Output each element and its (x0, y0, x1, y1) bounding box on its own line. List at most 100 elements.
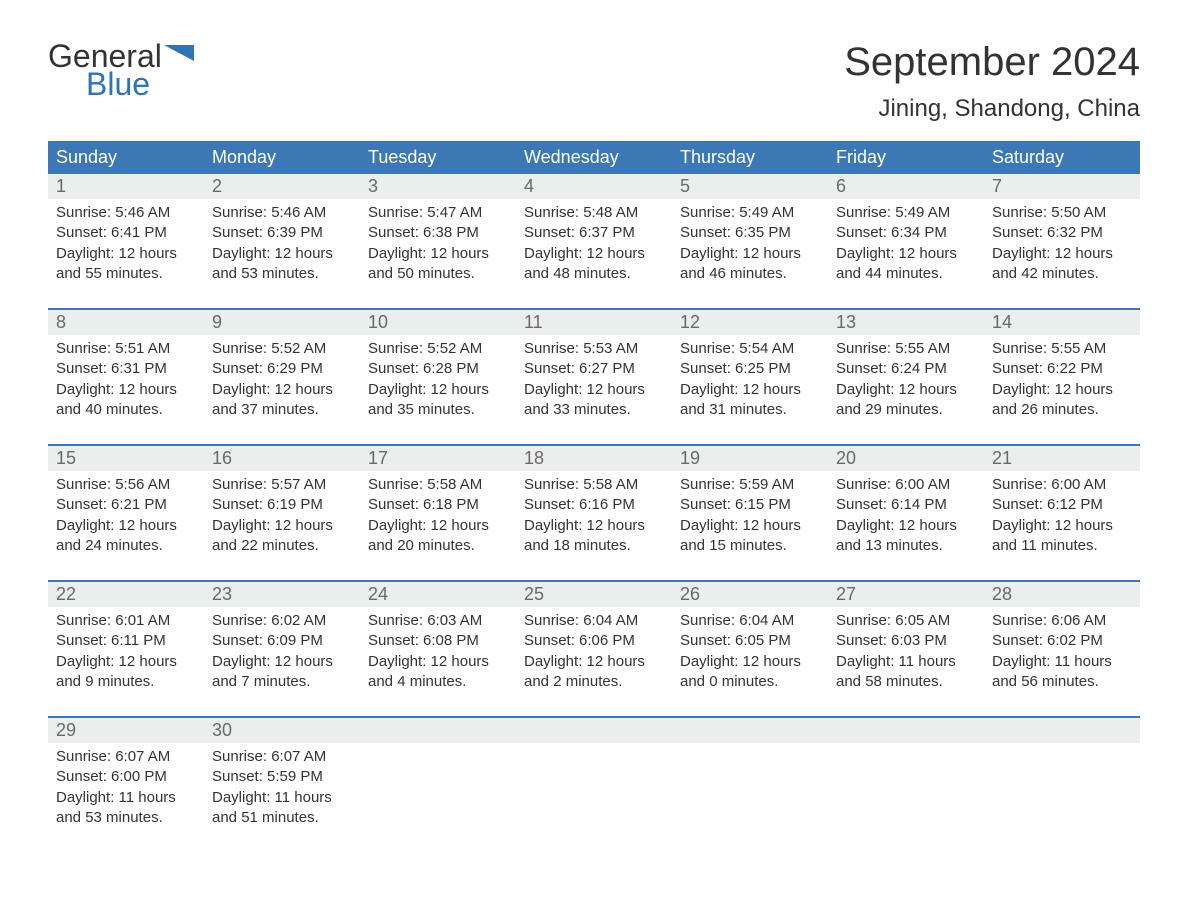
day-number: 13 (828, 310, 984, 335)
day-number: 19 (672, 446, 828, 471)
day-sunset: Sunset: 6:05 PM (680, 631, 820, 651)
day-sunset: Sunset: 6:38 PM (368, 223, 508, 243)
month-title: September 2024 (844, 40, 1140, 85)
day-d2: and 55 minutes. (56, 264, 196, 284)
day-number: 10 (360, 310, 516, 335)
day-details: Sunrise: 6:01 AMSunset: 6:11 PMDaylight:… (48, 607, 204, 692)
day-d1: Daylight: 12 hours (680, 516, 820, 536)
day-number: 12 (672, 310, 828, 335)
day-number: 16 (204, 446, 360, 471)
day-sunset: Sunset: 6:12 PM (992, 495, 1132, 515)
day-d1: Daylight: 12 hours (56, 380, 196, 400)
day-number: 29 (48, 718, 204, 743)
day-cell: 2Sunrise: 5:46 AMSunset: 6:39 PMDaylight… (204, 174, 360, 292)
day-details: Sunrise: 5:56 AMSunset: 6:21 PMDaylight:… (48, 471, 204, 556)
day-cell: 28 Sunrise: 6:06 AMSunset: 6:02 PMDayligh… (984, 582, 1140, 700)
day-cell: 11Sunrise: 5:53 AMSunset: 6:27 PMDayligh… (516, 310, 672, 428)
day-cell (516, 718, 672, 836)
day-sunrise: Sunrise: 6:00 AM (836, 475, 976, 495)
day-d2: and 46 minutes. (680, 264, 820, 284)
day-sunrise: Sunrise: 5:55 AM (836, 339, 976, 359)
day-sunrise: Sunrise: 6:06 AM (992, 611, 1132, 631)
day-sunrise: Sunrise: 6:04 AM (680, 611, 820, 631)
day-cell: 25Sunrise: 6:04 AMSunset: 6:06 PMDayligh… (516, 582, 672, 700)
day-cell: 29Sunrise: 6:07 AMSunset: 6:00 PMDayligh… (48, 718, 204, 836)
day-cell: 12Sunrise: 5:54 AMSunset: 6:25 PMDayligh… (672, 310, 828, 428)
day-details: Sunrise: 6:07 AMSunset: 6:00 PMDaylight:… (48, 743, 204, 828)
day-details: Sunrise: 6:07 AMSunset: 5:59 PMDaylight:… (204, 743, 360, 828)
day-cell: 27Sunrise: 6:05 AMSunset: 6:03 PMDayligh… (828, 582, 984, 700)
day-cell: 22Sunrise: 6:01 AMSunset: 6:11 PMDayligh… (48, 582, 204, 700)
day-sunrise: Sunrise: 6:05 AM (836, 611, 976, 631)
day-d1: Daylight: 12 hours (368, 244, 508, 264)
day-sunset: Sunset: 6:35 PM (680, 223, 820, 243)
day-cell: 3Sunrise: 5:47 AMSunset: 6:38 PMDaylight… (360, 174, 516, 292)
day-number: 28 (984, 582, 1140, 607)
day-number: 30 (204, 718, 360, 743)
day-d1: Daylight: 12 hours (680, 380, 820, 400)
day-d1: Daylight: 11 hours (992, 652, 1132, 672)
logo-text-bottom: Blue (48, 68, 194, 100)
day-d1: Daylight: 12 hours (524, 652, 664, 672)
weekday-header: Wednesday (516, 141, 672, 174)
day-d1: Daylight: 12 hours (212, 244, 352, 264)
day-d1: Daylight: 12 hours (212, 380, 352, 400)
day-d2: and 37 minutes. (212, 400, 352, 420)
day-details: Sunrise: 5:55 AMSunset: 6:22 PMDaylight:… (984, 335, 1140, 420)
day-sunset: Sunset: 6:25 PM (680, 359, 820, 379)
day-d1: Daylight: 12 hours (524, 244, 664, 264)
day-details: Sunrise: 6:04 AMSunset: 6:05 PMDaylight:… (672, 607, 828, 692)
weekday-header-row: SundayMondayTuesdayWednesdayThursdayFrid… (48, 141, 1140, 174)
day-sunrise: Sunrise: 5:55 AM (992, 339, 1132, 359)
day-d1: Daylight: 11 hours (56, 788, 196, 808)
day-d1: Daylight: 12 hours (56, 516, 196, 536)
day-number (516, 718, 672, 743)
day-number: 22 (48, 582, 204, 607)
day-d2: and 50 minutes. (368, 264, 508, 284)
day-sunrise: Sunrise: 5:59 AM (680, 475, 820, 495)
day-d2: and 29 minutes. (836, 400, 976, 420)
day-details: Sunrise: 5:58 AMSunset: 6:16 PMDaylight:… (516, 471, 672, 556)
day-d2: and 48 minutes. (524, 264, 664, 284)
day-d2: and 11 minutes. (992, 536, 1132, 556)
day-number: 26 (672, 582, 828, 607)
day-number: 23 (204, 582, 360, 607)
day-sunset: Sunset: 6:34 PM (836, 223, 976, 243)
day-details: Sunrise: 5:46 AMSunset: 6:39 PMDaylight:… (204, 199, 360, 284)
day-sunset: Sunset: 6:02 PM (992, 631, 1132, 651)
day-details: Sunrise: 5:47 AMSunset: 6:38 PMDaylight:… (360, 199, 516, 284)
day-d2: and 31 minutes. (680, 400, 820, 420)
day-d2: and 26 minutes. (992, 400, 1132, 420)
day-cell: 19Sunrise: 5:59 AMSunset: 6:15 PMDayligh… (672, 446, 828, 564)
day-d1: Daylight: 12 hours (524, 380, 664, 400)
day-d1: Daylight: 12 hours (368, 516, 508, 536)
day-cell (828, 718, 984, 836)
day-number (672, 718, 828, 743)
day-number: 11 (516, 310, 672, 335)
day-d1: Daylight: 12 hours (992, 516, 1132, 536)
day-number: 21 (984, 446, 1140, 471)
logo: General Blue (48, 40, 194, 100)
day-sunset: Sunset: 6:06 PM (524, 631, 664, 651)
day-d2: and 18 minutes. (524, 536, 664, 556)
weekday-header: Saturday (984, 141, 1140, 174)
day-d1: Daylight: 12 hours (212, 652, 352, 672)
day-sunrise: Sunrise: 5:58 AM (368, 475, 508, 495)
day-details: Sunrise: 5:58 AMSunset: 6:18 PMDaylight:… (360, 471, 516, 556)
day-d2: and 7 minutes. (212, 672, 352, 692)
day-cell: 26Sunrise: 6:04 AMSunset: 6:05 PMDayligh… (672, 582, 828, 700)
day-d2: and 58 minutes. (836, 672, 976, 692)
day-sunrise: Sunrise: 5:53 AM (524, 339, 664, 359)
day-d2: and 20 minutes. (368, 536, 508, 556)
day-details: Sunrise: 5:50 AMSunset: 6:32 PMDaylight:… (984, 199, 1140, 284)
day-d2: and 40 minutes. (56, 400, 196, 420)
day-number: 18 (516, 446, 672, 471)
week-row: 8Sunrise: 5:51 AMSunset: 6:31 PMDaylight… (48, 308, 1140, 428)
day-details: Sunrise: 6:00 AMSunset: 6:14 PMDaylight:… (828, 471, 984, 556)
day-sunset: Sunset: 6:37 PM (524, 223, 664, 243)
day-cell: 6Sunrise: 5:49 AMSunset: 6:34 PMDaylight… (828, 174, 984, 292)
day-sunset: Sunset: 6:18 PM (368, 495, 508, 515)
day-number: 25 (516, 582, 672, 607)
day-details: Sunrise: 5:51 AMSunset: 6:31 PMDaylight:… (48, 335, 204, 420)
day-d2: and 51 minutes. (212, 808, 352, 828)
